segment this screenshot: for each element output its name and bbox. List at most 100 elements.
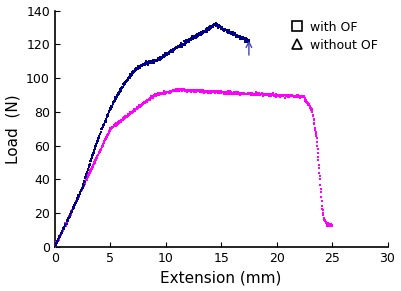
Point	[83, 178, 89, 182]
Point	[126, 74, 133, 79]
Point	[166, 52, 172, 56]
Point	[55, 236, 62, 241]
Point	[168, 88, 174, 93]
Point	[114, 92, 121, 97]
Point	[107, 128, 113, 132]
Point	[60, 226, 66, 231]
Point	[131, 70, 138, 74]
Point	[165, 51, 171, 56]
Point	[155, 91, 161, 96]
Point	[160, 54, 166, 58]
Point	[166, 89, 173, 94]
Point	[198, 30, 204, 35]
Point	[277, 94, 284, 99]
Point	[313, 132, 319, 136]
Point	[192, 35, 199, 40]
Point	[163, 91, 169, 95]
Point	[119, 118, 125, 123]
Point	[215, 90, 222, 94]
Point	[159, 56, 166, 60]
Point	[238, 92, 244, 96]
Point	[58, 231, 64, 236]
Point	[269, 93, 275, 98]
Point	[142, 100, 148, 104]
Point	[220, 26, 226, 31]
Point	[298, 94, 305, 99]
Point	[232, 91, 238, 96]
Point	[223, 91, 229, 95]
Point	[253, 91, 260, 95]
Point	[204, 88, 211, 93]
Point	[72, 201, 79, 206]
Point	[236, 34, 242, 39]
Point	[253, 92, 260, 97]
Point	[89, 155, 95, 160]
Point	[179, 89, 185, 94]
Point	[140, 63, 146, 67]
Point	[83, 172, 90, 177]
Point	[100, 141, 107, 146]
Point	[66, 214, 72, 219]
Point	[93, 144, 99, 149]
Point	[108, 104, 115, 109]
Point	[277, 93, 284, 97]
Point	[210, 90, 217, 95]
Point	[305, 102, 312, 107]
Point	[84, 168, 91, 173]
Point	[163, 53, 169, 57]
Point	[140, 62, 147, 67]
Point	[155, 91, 161, 96]
Point	[95, 136, 102, 141]
Point	[219, 90, 225, 94]
Point	[221, 91, 227, 96]
Point	[262, 92, 268, 96]
Point	[255, 91, 262, 96]
Point	[79, 186, 85, 191]
Point	[237, 92, 243, 97]
Point	[301, 94, 307, 98]
Point	[125, 77, 131, 81]
Point	[246, 38, 252, 42]
Point	[181, 88, 188, 92]
Point	[213, 22, 220, 26]
Point	[73, 199, 80, 203]
Point	[294, 93, 300, 98]
Point	[200, 29, 207, 34]
Point	[135, 67, 141, 71]
Point	[229, 91, 236, 96]
Point	[205, 91, 212, 95]
Point	[81, 182, 87, 187]
Point	[80, 186, 86, 190]
Point	[200, 31, 206, 35]
Point	[209, 24, 215, 28]
Point	[237, 91, 244, 95]
Point	[53, 240, 60, 245]
Point	[112, 122, 118, 126]
Point	[132, 68, 139, 73]
Point	[306, 103, 312, 108]
Point	[167, 49, 174, 54]
Point	[141, 61, 148, 66]
Point	[148, 95, 155, 100]
Point	[224, 29, 231, 34]
Point	[72, 201, 78, 206]
Point	[286, 94, 292, 99]
Point	[296, 95, 302, 99]
Point	[115, 92, 122, 96]
Point	[100, 142, 107, 146]
Point	[223, 30, 230, 34]
Point	[77, 189, 84, 194]
Point	[258, 91, 264, 96]
Point	[110, 100, 116, 105]
Point	[287, 94, 293, 99]
Point	[328, 223, 334, 228]
Point	[127, 76, 133, 81]
Point	[80, 185, 87, 189]
Point	[214, 90, 221, 95]
Point	[61, 225, 68, 230]
Point	[284, 93, 290, 98]
Point	[185, 39, 192, 44]
Point	[124, 114, 131, 119]
Point	[157, 91, 164, 96]
Point	[271, 93, 278, 98]
